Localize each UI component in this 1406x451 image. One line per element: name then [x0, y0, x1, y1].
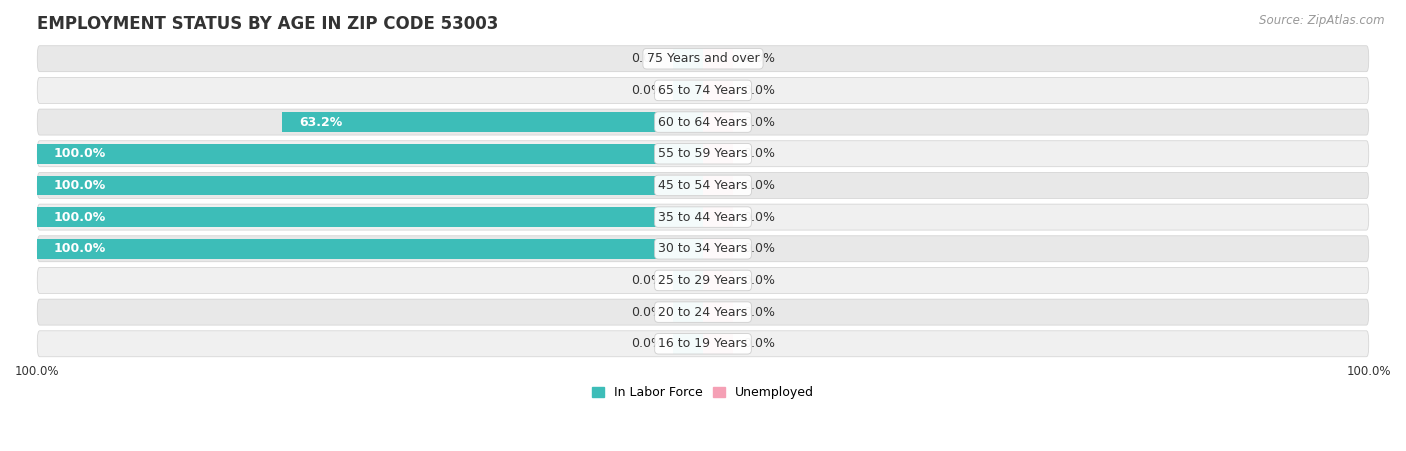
- Bar: [673, 49, 703, 69]
- Bar: [703, 207, 733, 227]
- FancyBboxPatch shape: [37, 78, 1369, 103]
- FancyBboxPatch shape: [37, 46, 1369, 72]
- Text: 0.0%: 0.0%: [742, 84, 775, 97]
- Bar: [673, 271, 703, 290]
- Bar: [673, 334, 703, 354]
- Bar: [37, 144, 703, 164]
- Text: 45 to 54 Years: 45 to 54 Years: [658, 179, 748, 192]
- Bar: [37, 175, 703, 195]
- Text: 100.0%: 100.0%: [53, 179, 105, 192]
- Text: 100.0%: 100.0%: [53, 147, 105, 160]
- Text: 35 to 44 Years: 35 to 44 Years: [658, 211, 748, 224]
- Bar: [703, 49, 733, 69]
- Text: 16 to 19 Years: 16 to 19 Years: [658, 337, 748, 350]
- Text: 0.0%: 0.0%: [742, 179, 775, 192]
- FancyBboxPatch shape: [37, 331, 1369, 357]
- Bar: [673, 302, 703, 322]
- Legend: In Labor Force, Unemployed: In Labor Force, Unemployed: [586, 381, 820, 404]
- Text: 0.0%: 0.0%: [742, 52, 775, 65]
- Bar: [703, 271, 733, 290]
- FancyBboxPatch shape: [37, 141, 1369, 167]
- Text: 63.2%: 63.2%: [299, 115, 342, 129]
- Text: 65 to 74 Years: 65 to 74 Years: [658, 84, 748, 97]
- Text: 0.0%: 0.0%: [742, 147, 775, 160]
- Text: 0.0%: 0.0%: [631, 337, 664, 350]
- Text: 0.0%: 0.0%: [742, 242, 775, 255]
- Text: 55 to 59 Years: 55 to 59 Years: [658, 147, 748, 160]
- Text: 100.0%: 100.0%: [53, 211, 105, 224]
- Text: 60 to 64 Years: 60 to 64 Years: [658, 115, 748, 129]
- Text: 30 to 34 Years: 30 to 34 Years: [658, 242, 748, 255]
- Bar: [703, 81, 733, 100]
- Bar: [703, 112, 733, 132]
- Text: 0.0%: 0.0%: [631, 52, 664, 65]
- Bar: [673, 81, 703, 100]
- Bar: [283, 112, 703, 132]
- FancyBboxPatch shape: [37, 172, 1369, 198]
- Text: 25 to 29 Years: 25 to 29 Years: [658, 274, 748, 287]
- Text: 0.0%: 0.0%: [742, 274, 775, 287]
- FancyBboxPatch shape: [37, 109, 1369, 135]
- Text: 0.0%: 0.0%: [742, 306, 775, 318]
- Text: 0.0%: 0.0%: [631, 306, 664, 318]
- Text: 75 Years and over: 75 Years and over: [647, 52, 759, 65]
- Text: Source: ZipAtlas.com: Source: ZipAtlas.com: [1260, 14, 1385, 27]
- Text: 0.0%: 0.0%: [742, 115, 775, 129]
- FancyBboxPatch shape: [37, 267, 1369, 294]
- FancyBboxPatch shape: [37, 299, 1369, 325]
- Bar: [703, 144, 733, 164]
- Bar: [703, 175, 733, 195]
- Text: 20 to 24 Years: 20 to 24 Years: [658, 306, 748, 318]
- Bar: [37, 239, 703, 258]
- FancyBboxPatch shape: [37, 236, 1369, 262]
- Bar: [703, 239, 733, 258]
- Text: 0.0%: 0.0%: [631, 84, 664, 97]
- FancyBboxPatch shape: [37, 204, 1369, 230]
- Text: EMPLOYMENT STATUS BY AGE IN ZIP CODE 53003: EMPLOYMENT STATUS BY AGE IN ZIP CODE 530…: [37, 15, 499, 33]
- Text: 0.0%: 0.0%: [631, 274, 664, 287]
- Bar: [37, 207, 703, 227]
- Bar: [703, 334, 733, 354]
- Text: 0.0%: 0.0%: [742, 211, 775, 224]
- Text: 100.0%: 100.0%: [53, 242, 105, 255]
- Bar: [703, 302, 733, 322]
- Text: 0.0%: 0.0%: [742, 337, 775, 350]
